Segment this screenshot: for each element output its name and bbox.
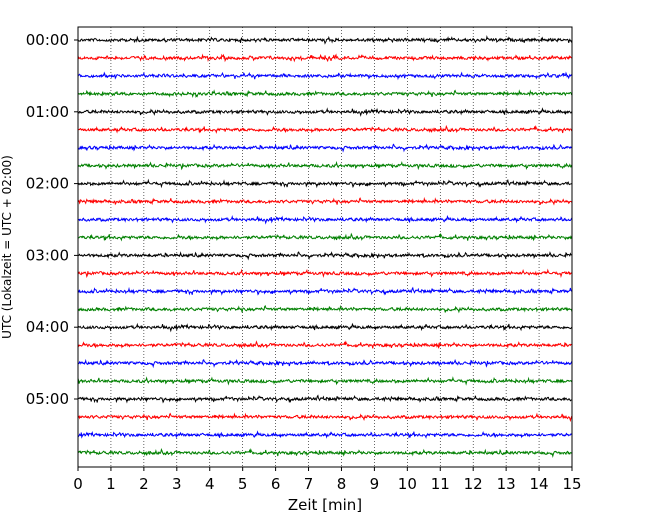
- y-tick-label: 01:00: [26, 103, 69, 121]
- trace-line-0330: [77, 286, 573, 296]
- x-tick-label: 5: [238, 475, 248, 493]
- trace-line-0415: [77, 340, 573, 349]
- x-tick-label: 11: [431, 475, 450, 493]
- x-tick-label: 14: [530, 475, 549, 493]
- trace-line-0230: [77, 214, 573, 225]
- trace-line-0045: [77, 89, 573, 99]
- trace-line-0130: [77, 143, 573, 153]
- trace-line-0245: [77, 232, 573, 242]
- y-tick-label: 05:00: [26, 390, 69, 408]
- trace-line-0430: [77, 358, 573, 369]
- trace-line-0315: [77, 268, 573, 279]
- x-tick-label: 13: [497, 475, 516, 493]
- x-tick-label: 2: [139, 475, 149, 493]
- x-axis-ticks: 0 1 2 3 4 5 6 7 8 9 10 11 12 13 14 15: [73, 467, 582, 493]
- vertical-grid: [110, 27, 540, 467]
- x-tick-label: 9: [370, 475, 380, 493]
- y-tick-label: 04:00: [26, 318, 69, 336]
- trace-line-0115: [77, 124, 573, 134]
- trace-line-0345: [77, 304, 573, 314]
- trace-line-0530: [77, 430, 573, 439]
- x-tick-label: 1: [106, 475, 116, 493]
- y-axis-label: UTC (Lokalzeit = UTC + 02:00): [0, 155, 14, 339]
- trace-line-0145: [77, 160, 573, 171]
- trace-line-0200: [77, 178, 573, 189]
- y-axis-ticks: 00:00 01:00 02:00 03:00 04:00 05:00: [26, 31, 78, 408]
- plot-frame: [77, 26, 573, 468]
- trace-line-0100: [77, 107, 573, 117]
- trace-layer: [77, 35, 573, 458]
- trace-line-0215: [77, 196, 573, 206]
- trace-line-0015: [77, 53, 573, 63]
- trace-line-0445: [77, 376, 573, 386]
- x-tick-label: 3: [172, 475, 182, 493]
- trace-line-0400: [77, 322, 573, 333]
- trace-line-0515: [77, 412, 573, 423]
- y-tick-label: 02:00: [26, 175, 69, 193]
- trace-line-0300: [77, 251, 573, 261]
- x-tick-label: 6: [271, 475, 281, 493]
- trace-line-0030: [77, 71, 573, 81]
- trace-line-0545: [77, 447, 573, 458]
- x-tick-label: 15: [562, 475, 581, 493]
- trace-line-0500: [77, 394, 573, 404]
- x-tick-label: 7: [304, 475, 314, 493]
- x-tick-label: 8: [337, 475, 347, 493]
- y-tick-label: 00:00: [26, 31, 69, 49]
- x-tick-label: 12: [464, 475, 483, 493]
- trace-line-0000: [77, 35, 573, 45]
- y-tick-label: 03:00: [26, 246, 69, 264]
- x-tick-label: 4: [205, 475, 215, 493]
- x-axis-label: Zeit [min]: [288, 496, 362, 514]
- x-tick-label: 0: [73, 475, 83, 493]
- x-tick-label: 10: [398, 475, 417, 493]
